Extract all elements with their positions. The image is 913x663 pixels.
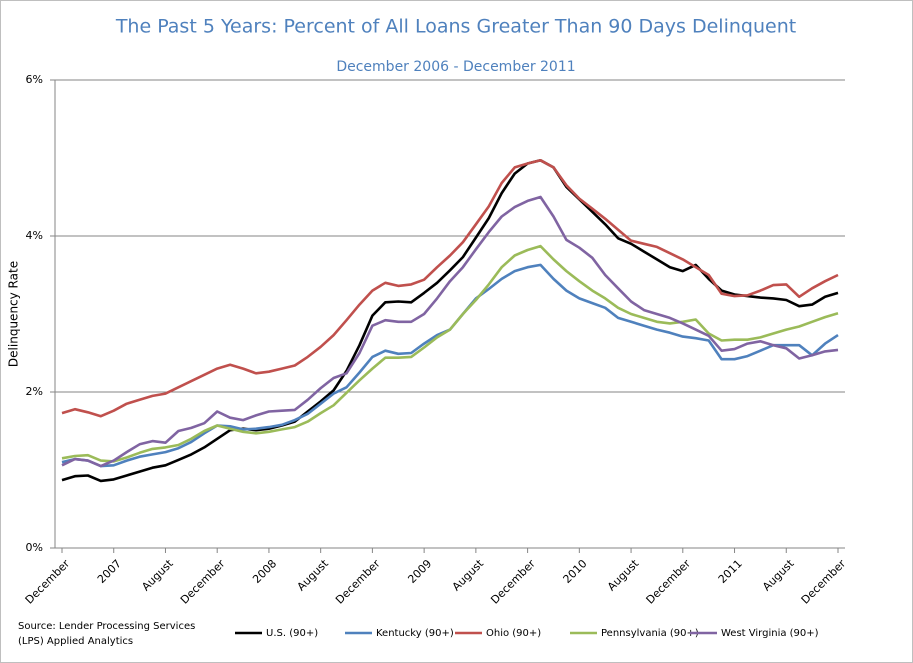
legend-label: U.S. (90+) (266, 628, 318, 639)
y-tick-label: 4% (26, 229, 43, 242)
series-line (61, 244, 839, 463)
chart-subtitle: December 2006 - December 2011 (336, 59, 575, 75)
legend-label: Kentucky (90+) (376, 628, 454, 639)
source-note: (LPS) Applied Analytics (18, 636, 133, 647)
y-tick-label: 6% (26, 73, 43, 86)
y-tick-label: 0% (26, 541, 43, 554)
series-line (61, 159, 839, 483)
series-line (61, 195, 839, 468)
legend-label: Ohio (90+) (486, 628, 541, 639)
y-tick-label: 2% (26, 385, 43, 398)
y-axis-label: Delinquency Rate (7, 261, 21, 367)
chart-title: The Past 5 Years: Percent of All Loans G… (115, 16, 796, 38)
legend-label: Pennsylvania (90+) (601, 628, 699, 639)
series-line (61, 159, 839, 418)
source-note: Source: Lender Processing Services (18, 621, 195, 632)
legend-label: West Virginia (90+) (721, 628, 819, 639)
